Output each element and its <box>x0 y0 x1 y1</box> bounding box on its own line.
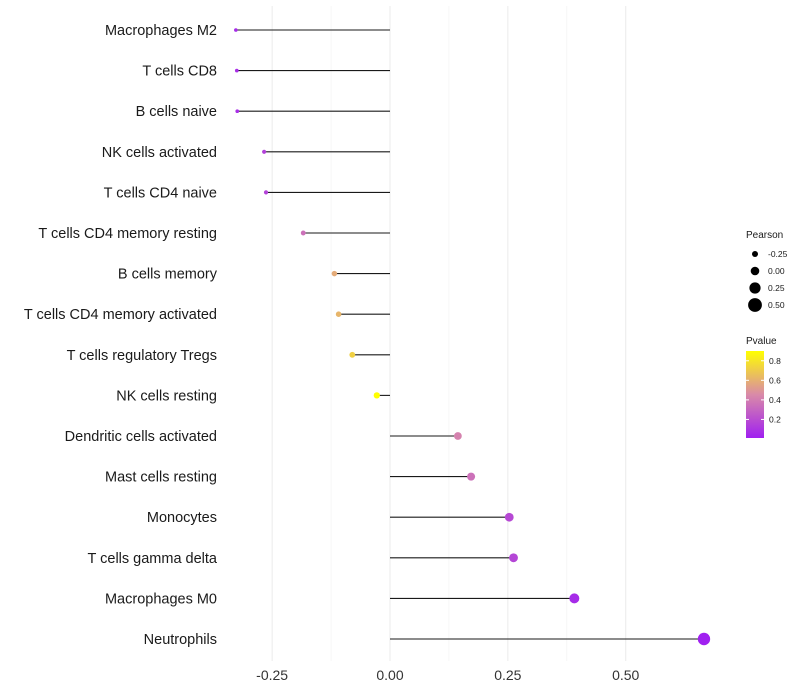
color-legend-label: 0.2 <box>769 414 781 424</box>
category-label: T cells CD4 naive <box>104 185 217 201</box>
x-tick-label: 0.00 <box>376 667 403 683</box>
lollipop-point <box>263 190 269 195</box>
lollipop-stems <box>235 29 704 640</box>
category-label: Monocytes <box>147 510 217 526</box>
category-label: B cells memory <box>118 267 218 283</box>
category-label: Dendritic cells activated <box>65 429 217 445</box>
category-label: Neutrophils <box>144 632 217 648</box>
color-legend-label: 0.4 <box>769 395 781 405</box>
color-legend-label: 0.8 <box>769 356 781 366</box>
lollipop-point <box>509 553 518 563</box>
x-tick-label: 0.25 <box>494 667 521 683</box>
size-legend-label: 0.25 <box>768 283 785 293</box>
lollipop-point <box>262 149 267 154</box>
size-legend-key <box>752 251 758 257</box>
lollipop-point <box>373 392 380 399</box>
size-legend-title: Pearson <box>746 230 783 241</box>
category-label: NK cells resting <box>116 388 217 404</box>
size-legend: Pearson -0.25 0.00 0.25 0.50 <box>746 230 788 312</box>
pvalue-colorbar <box>746 351 764 438</box>
category-label: B cells naive <box>136 104 217 120</box>
color-legend: Pvalue 0.2 0.4 0.6 0.8 <box>746 336 781 438</box>
color-legend-title: Pvalue <box>746 336 777 347</box>
lollipop-points <box>234 28 711 646</box>
size-legend-key <box>750 266 760 276</box>
color-legend-label: 0.6 <box>769 375 781 385</box>
lollipop-point <box>331 270 338 277</box>
category-label: Macrophages M0 <box>105 591 217 607</box>
grid-lines <box>271 6 627 661</box>
category-label: Mast cells resting <box>105 470 217 486</box>
lollipop-point <box>504 512 514 522</box>
lollipop-point <box>569 593 580 604</box>
lollipop-point <box>234 68 239 73</box>
size-legend-key <box>749 282 761 294</box>
size-legend-label: 0.00 <box>768 266 785 276</box>
lollipop-point <box>349 351 356 358</box>
category-label: T cells CD8 <box>142 64 217 80</box>
size-legend-label: 0.50 <box>768 300 785 310</box>
category-label: Macrophages M2 <box>105 23 217 39</box>
lollipop-point <box>234 28 238 32</box>
size-legend-key <box>748 298 762 312</box>
category-label: T cells gamma delta <box>88 551 218 567</box>
x-tick-label: 0.50 <box>612 667 639 683</box>
category-label: T cells CD4 memory resting <box>38 226 217 242</box>
category-axis-labels: Macrophages M2 T cells CD8 B cells naive NK… <box>24 23 218 648</box>
lollipop-point <box>453 432 462 440</box>
lollipop-point <box>300 230 306 236</box>
category-label: T cells CD4 memory activated <box>24 307 217 323</box>
lollipop-point <box>335 311 342 317</box>
category-label: T cells regulatory Tregs <box>67 348 217 364</box>
lollipop-point <box>235 109 240 114</box>
size-legend-label: -0.25 <box>768 249 788 259</box>
lollipop-point <box>467 472 476 481</box>
x-tick-label: -0.25 <box>256 667 288 683</box>
x-axis-tick-labels: -0.25 0.00 0.25 0.50 <box>256 667 639 683</box>
lollipop-point <box>697 632 711 646</box>
category-label: NK cells activated <box>102 145 217 161</box>
